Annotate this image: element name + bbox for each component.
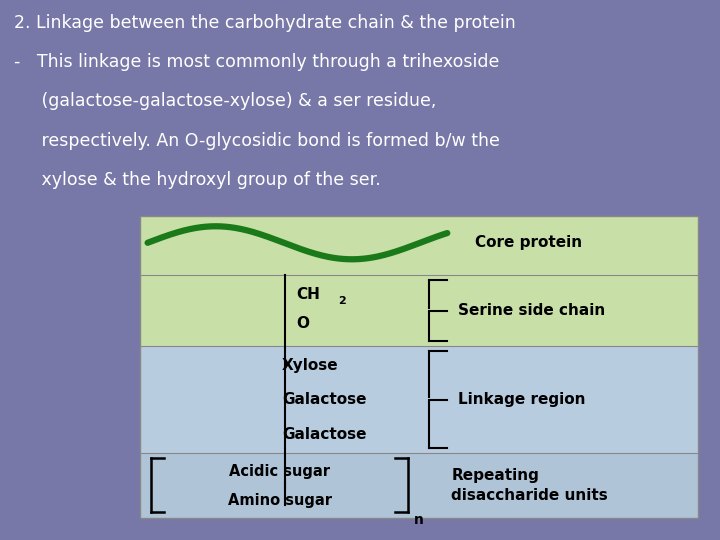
Text: Amino sugar: Amino sugar [228, 492, 332, 508]
FancyBboxPatch shape [140, 216, 698, 275]
Text: 2. Linkage between the carbohydrate chain & the protein: 2. Linkage between the carbohydrate chai… [14, 14, 516, 31]
FancyBboxPatch shape [140, 346, 698, 454]
Text: n: n [414, 513, 424, 527]
FancyBboxPatch shape [140, 275, 698, 346]
Text: respectively. An O-glycosidic bond is formed b/w the: respectively. An O-glycosidic bond is fo… [14, 132, 500, 150]
Text: Galactose: Galactose [282, 392, 366, 407]
Text: (galactose-galactose-xylose) & a ser residue,: (galactose-galactose-xylose) & a ser res… [14, 92, 437, 110]
Text: -   This linkage is most commonly through a trihexoside: - This linkage is most commonly through … [14, 53, 500, 71]
Text: Galactose: Galactose [282, 427, 366, 442]
Text: Linkage region: Linkage region [459, 392, 586, 407]
Text: Repeating
disaccharide units: Repeating disaccharide units [451, 469, 608, 503]
Text: CH: CH [297, 287, 320, 302]
Text: Serine side chain: Serine side chain [459, 303, 606, 318]
Text: xylose & the hydroxyl group of the ser.: xylose & the hydroxyl group of the ser. [14, 171, 381, 189]
Text: Core protein: Core protein [475, 235, 582, 250]
FancyBboxPatch shape [140, 454, 698, 518]
Text: Xylose: Xylose [282, 358, 338, 373]
Text: Acidic sugar: Acidic sugar [229, 464, 330, 479]
Text: 2: 2 [338, 296, 346, 306]
Text: O: O [297, 316, 310, 331]
